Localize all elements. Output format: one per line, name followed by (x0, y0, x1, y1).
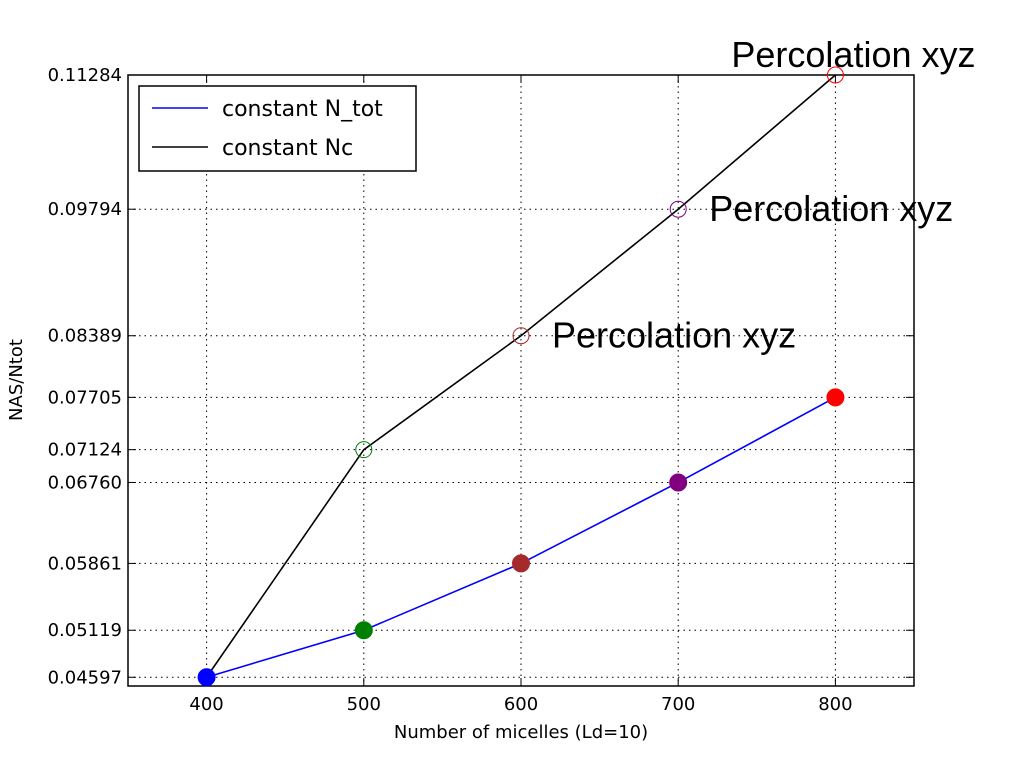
open-point-marker (826, 66, 844, 84)
y-axis-label: NAS/Ntot (6, 339, 27, 421)
annotation-percolation-label: Percolation xyz (552, 315, 796, 356)
y-tick-label: 0.07705 (48, 387, 122, 408)
annotation-percolation-label: Percolation xyz (731, 34, 975, 75)
open-point-marker (355, 441, 373, 459)
y-tick-label: 0.04597 (48, 667, 122, 688)
annotation-percolation-label: Percolation xyz (709, 188, 953, 229)
open-point-marker (669, 200, 687, 218)
y-tick-label: 0.09794 (48, 199, 122, 220)
legend-label-constant-nc: constant Nc (222, 136, 353, 161)
filled-point-marker (512, 554, 530, 573)
x-tick-label: 500 (347, 694, 381, 715)
legend: constant N_tot constant Nc (138, 85, 417, 172)
y-tick-label: 0.08389 (48, 326, 122, 347)
x-tick-label: 600 (504, 694, 538, 715)
legend-box (138, 85, 417, 172)
filled-point-marker (197, 668, 216, 687)
x-tick-label: 400 (189, 694, 223, 715)
ticks-layer: 400 500 600 700 800 0.04597 0.05119 0.05861 0.06… (48, 65, 914, 715)
series-line-constant-nc (205, 74, 836, 678)
filled-point-marker (669, 473, 688, 492)
y-tick-label: 0.07124 (48, 440, 122, 461)
y-tick-label: 0.06760 (48, 472, 122, 493)
y-tick-label: 0.11284 (48, 65, 122, 86)
y-tick-label: 0.05119 (48, 620, 122, 641)
x-axis-label: Number of micelles (Ld=10) (394, 722, 648, 743)
y-tick-label: 0.05861 (48, 553, 122, 574)
filled-point-marker (354, 621, 373, 640)
series-layer (197, 66, 845, 687)
x-tick-label: 700 (661, 694, 695, 715)
open-point-marker (512, 327, 530, 345)
annotation-layer: Percolation xyz Percolation xyz Percolatio… (552, 34, 976, 356)
x-tick-label: 800 (818, 694, 852, 715)
legend-label-constant-n-tot: constant N_tot (222, 97, 383, 122)
filled-point-marker (826, 388, 845, 407)
